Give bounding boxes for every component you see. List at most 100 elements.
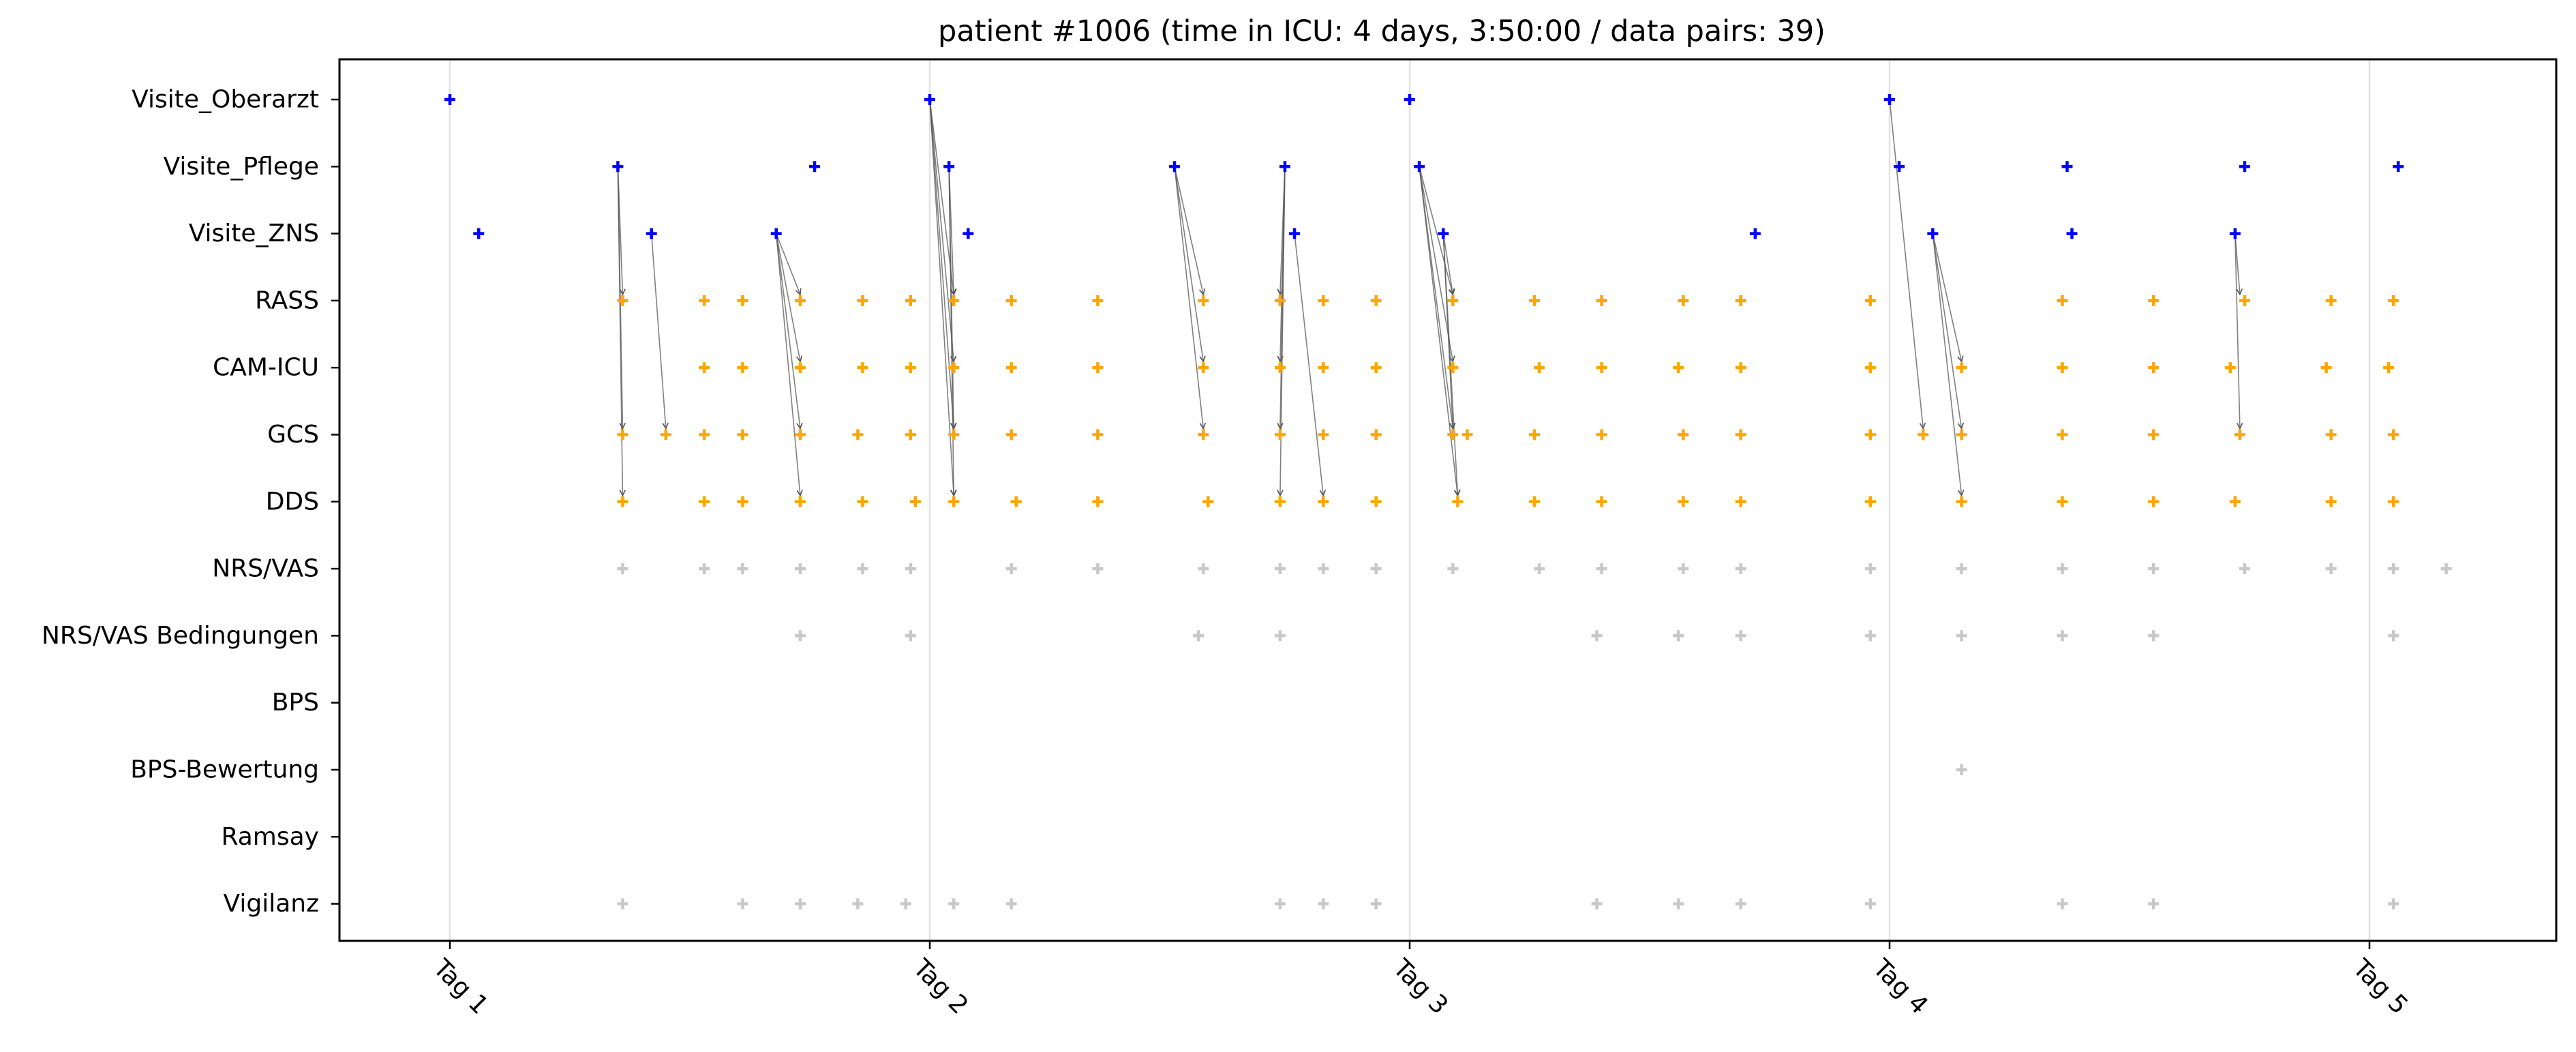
data-point xyxy=(1591,898,1603,910)
y-tick-label: NRS/VAS Bedingungen xyxy=(42,622,319,650)
pair-arrow xyxy=(929,99,954,361)
data-point xyxy=(2066,228,2078,239)
data-point xyxy=(1956,429,1967,440)
data-point xyxy=(963,228,974,239)
axes-frame xyxy=(338,58,2558,942)
data-point xyxy=(1452,496,1464,507)
data-point xyxy=(1735,362,1746,374)
data-point xyxy=(617,563,628,575)
data-point xyxy=(1414,161,1425,172)
data-point xyxy=(1956,563,1967,575)
data-point xyxy=(1735,630,1746,642)
data-point xyxy=(1198,429,1209,440)
data-point xyxy=(905,362,916,374)
data-point xyxy=(794,563,806,575)
x-axis: Tag 1 Tag 2 Tag 3 Tag 4 Tag 5 xyxy=(427,941,2413,1020)
pair-arrow xyxy=(1932,233,1961,362)
data-point xyxy=(943,161,955,172)
data-point xyxy=(1447,563,1459,575)
data-point xyxy=(2388,429,2399,440)
data-point xyxy=(1596,295,1607,306)
data-point xyxy=(737,563,748,575)
data-point xyxy=(1092,295,1104,306)
data-point xyxy=(1274,295,1286,306)
data-point xyxy=(617,496,628,507)
data-point xyxy=(1274,429,1286,440)
data-point xyxy=(794,898,806,910)
data-point xyxy=(1673,362,1684,374)
data-point xyxy=(1005,563,1017,575)
y-tick-label: BPS xyxy=(272,689,319,717)
data-point xyxy=(2224,362,2236,374)
data-point xyxy=(1005,898,1017,910)
pair-arrow xyxy=(1419,166,1453,295)
data-point xyxy=(1864,630,1876,642)
data-point xyxy=(2057,295,2068,306)
data-point xyxy=(948,898,960,910)
data-point xyxy=(852,429,864,440)
data-point xyxy=(2148,630,2160,642)
data-point xyxy=(1591,630,1603,642)
pair-arrow xyxy=(775,233,800,362)
data-point xyxy=(905,295,916,306)
data-point xyxy=(2148,362,2160,374)
data-point xyxy=(2229,228,2241,239)
data-point xyxy=(1678,429,1689,440)
data-point xyxy=(1735,429,1746,440)
data-point xyxy=(617,898,628,910)
data-point xyxy=(1864,295,1876,306)
data-point xyxy=(924,94,935,105)
data-point xyxy=(1279,161,1290,172)
data-point xyxy=(770,228,782,239)
data-point xyxy=(1198,362,1209,374)
data-point xyxy=(948,295,960,306)
data-point xyxy=(1318,898,1329,910)
data-point xyxy=(2388,496,2399,507)
y-tick-label: Visite_ZNS xyxy=(189,220,319,247)
data-point xyxy=(1193,630,1204,642)
gridlines xyxy=(449,59,2371,941)
data-point xyxy=(1447,362,1459,374)
data-point xyxy=(948,429,960,440)
data-point xyxy=(699,362,710,374)
data-point xyxy=(1274,563,1286,575)
data-point xyxy=(794,295,806,306)
data-point xyxy=(1596,496,1607,507)
data-point xyxy=(2229,496,2241,507)
pair-arrow xyxy=(929,99,954,295)
y-tick-label: CAM-ICU xyxy=(213,354,319,382)
data-point xyxy=(2148,295,2160,306)
y-tick-label: DDS xyxy=(266,487,319,515)
data-point xyxy=(2057,563,2068,575)
data-point xyxy=(2388,898,2399,910)
y-tick-label: NRS/VAS xyxy=(212,555,319,583)
data-point xyxy=(1735,496,1746,507)
data-point xyxy=(2061,161,2073,172)
x-tick-label: Tag 2 xyxy=(907,954,973,1020)
data-point xyxy=(1370,429,1382,440)
data-point xyxy=(2388,295,2399,306)
data-point xyxy=(1005,295,1017,306)
data-point xyxy=(2148,429,2160,440)
data-point xyxy=(1749,228,1761,239)
data-point xyxy=(857,295,868,306)
data-point xyxy=(1370,362,1382,374)
data-point xyxy=(1956,362,1967,374)
pair-arrow xyxy=(1174,166,1203,361)
data-point xyxy=(660,429,671,440)
pair-arrow xyxy=(775,233,800,295)
data-point xyxy=(1596,362,1607,374)
data-point xyxy=(1864,898,1876,910)
data-point xyxy=(1956,630,1967,642)
pair-arrow xyxy=(775,233,800,496)
data-point xyxy=(1092,362,1104,374)
data-point xyxy=(737,496,748,507)
data-point xyxy=(2383,362,2395,374)
data-point xyxy=(1864,563,1876,575)
data-point xyxy=(1318,563,1329,575)
data-point xyxy=(2239,295,2250,306)
data-point xyxy=(444,94,455,105)
data-point xyxy=(2057,429,2068,440)
data-point xyxy=(857,362,868,374)
